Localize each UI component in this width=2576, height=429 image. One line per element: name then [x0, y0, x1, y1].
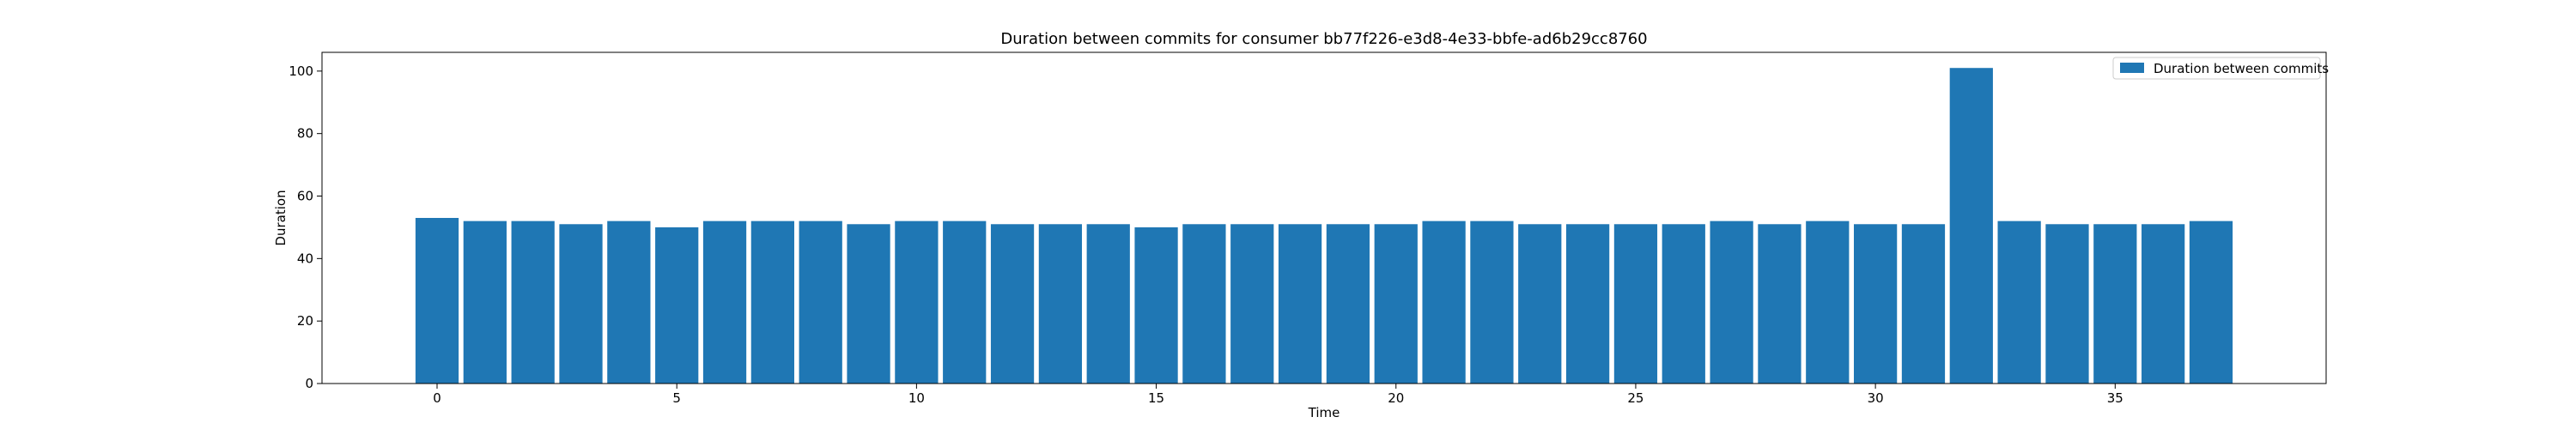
x-ticks: 0 5 10 15 20 25 30 35: [433, 384, 2123, 406]
x-tick-label: 25: [1627, 390, 1643, 406]
bar: [1806, 221, 1850, 384]
bar: [1662, 224, 1705, 384]
bar: [1997, 221, 2041, 384]
bar: [2189, 221, 2233, 384]
x-tick-label: 0: [433, 390, 441, 406]
y-tick-label: 100: [289, 63, 313, 79]
bar: [1182, 224, 1226, 384]
legend: Duration between commits: [2112, 57, 2329, 80]
bar: [1326, 224, 1370, 384]
bar: [1565, 224, 1610, 384]
bar: [2142, 224, 2185, 384]
bar: [1374, 224, 1418, 384]
bar: [607, 221, 651, 384]
bar: [895, 221, 939, 384]
bar: [415, 218, 459, 384]
bar: [559, 224, 603, 384]
y-axis-label: Duration: [273, 190, 289, 245]
legend-frame: [2112, 57, 2321, 80]
legend-swatch: [2120, 63, 2144, 73]
bar: [1854, 224, 1898, 384]
y-tick-label: 80: [297, 126, 313, 142]
x-tick-label: 5: [672, 390, 681, 406]
bar: [2045, 224, 2089, 384]
bar: [1613, 224, 1658, 384]
bar: [990, 224, 1035, 384]
bar: [1901, 224, 1946, 384]
bar: [702, 221, 747, 384]
bar: [799, 221, 842, 384]
bar: [1038, 224, 1083, 384]
bar: [847, 224, 890, 384]
x-tick-label: 15: [1148, 390, 1164, 406]
x-tick-label: 30: [1868, 390, 1884, 406]
bar: [1518, 224, 1562, 384]
bar: [1710, 221, 1753, 384]
bar: [1422, 221, 1466, 384]
bar: [1134, 227, 1178, 384]
bar: [2093, 224, 2137, 384]
x-tick-label: 10: [908, 390, 925, 406]
bar: [463, 221, 507, 384]
bar: [1758, 224, 1801, 384]
bar: [511, 221, 555, 384]
x-axis-label: Time: [1308, 405, 1340, 420]
bar: [1086, 224, 1130, 384]
bar: [1470, 221, 1514, 384]
chart-title: Duration between commits for consumer bb…: [1000, 30, 1647, 48]
x-tick-label: 20: [1388, 390, 1404, 406]
y-tick-label: 40: [297, 251, 313, 266]
bar: [1949, 68, 1993, 384]
y-tick-label: 60: [297, 189, 313, 204]
y-tick-label: 20: [297, 313, 313, 329]
bar: [750, 221, 794, 384]
x-tick-label: 35: [2107, 390, 2123, 406]
bar: [943, 221, 987, 384]
y-tick-label: 0: [305, 376, 313, 391]
bar: [1278, 224, 1322, 384]
plot-frame: [321, 51, 2327, 384]
bar: [1230, 224, 1274, 384]
legend-label: Duration between commits: [2154, 61, 2329, 76]
bars-group: [415, 68, 2233, 384]
bar: [655, 227, 699, 384]
y-ticks: 0 20 40 60 80 100: [289, 63, 322, 391]
